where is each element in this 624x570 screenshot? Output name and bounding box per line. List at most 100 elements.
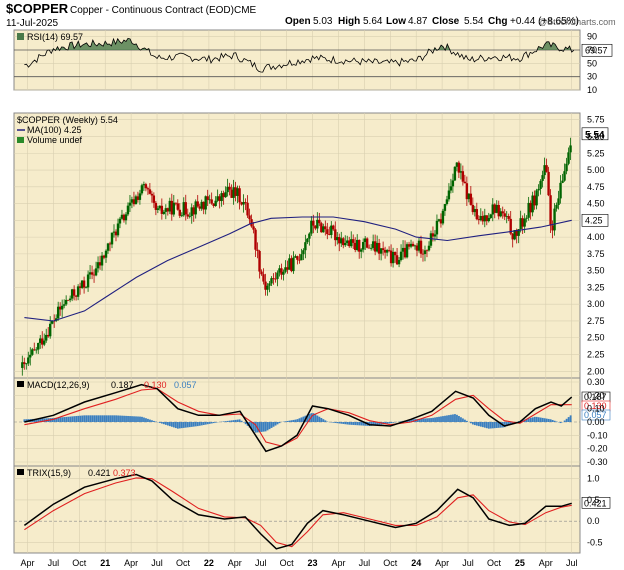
price-candle (226, 186, 229, 193)
price-candle (176, 203, 179, 210)
price-candle (39, 338, 42, 343)
macd-histogram-bar (143, 417, 145, 422)
macd-histogram-bar (135, 416, 137, 422)
price-candle (479, 215, 483, 221)
price-candle (156, 208, 160, 210)
macd-histogram-bar (200, 422, 203, 426)
price-candle (417, 240, 421, 251)
price-candle (220, 193, 223, 202)
price-candle (202, 201, 205, 210)
price-candle (98, 262, 102, 266)
price-candle (457, 162, 461, 173)
price-candle (92, 274, 96, 276)
price-y-tick: 3.50 (587, 266, 605, 276)
price-candle (244, 201, 247, 203)
price-candle (509, 218, 512, 234)
macd-histogram-bar (491, 422, 494, 429)
price-candle (565, 163, 568, 172)
price-candle (130, 199, 134, 203)
price-candle (549, 195, 552, 226)
price-candle (264, 281, 267, 290)
macd-histogram-bar (489, 422, 492, 429)
macd-histogram-bar (509, 422, 512, 425)
price-candle (399, 251, 403, 261)
macd-histogram-bar (97, 415, 100, 422)
price-candle (196, 201, 199, 207)
macd-histogram-bar (272, 422, 275, 427)
price-candle (33, 349, 36, 351)
macd-histogram-bar (69, 416, 72, 422)
macd-histogram-bar (428, 418, 430, 422)
macd-histogram-bar (442, 416, 444, 422)
x-tick-label: Apr (124, 558, 138, 568)
price-candle (493, 204, 496, 213)
price-candle (182, 202, 185, 216)
trix-line (23, 473, 572, 550)
macd-histogram-bar (262, 422, 265, 432)
macd-histogram-bar (260, 422, 263, 432)
macd-histogram-bar (438, 416, 440, 422)
macd-histogram-bar (388, 422, 391, 424)
macd-histogram-bar (190, 422, 193, 427)
macd-histogram-bar (270, 422, 273, 428)
price-candle (49, 323, 52, 337)
macd-histogram-bar (133, 416, 135, 422)
price-candle (108, 243, 112, 245)
macd-histogram-bar (119, 415, 121, 422)
price-candle (312, 220, 315, 226)
price-candle (439, 219, 443, 224)
price-legend-text: $COPPER (Weekly) 5.54 (17, 115, 118, 125)
price-candle (122, 214, 126, 221)
price-candle (553, 208, 556, 231)
macd-histogram-bar (55, 417, 58, 422)
price-candle (238, 188, 241, 203)
x-tick-label: Oct (176, 558, 191, 568)
price-candle (529, 202, 532, 213)
macd-histogram-bar (63, 417, 66, 422)
x-tick-label: Apr (20, 558, 34, 568)
close-label: Close (432, 16, 460, 27)
rsi-y-tick: 10 (587, 85, 597, 95)
price-candle (200, 201, 203, 209)
price-candle (443, 204, 447, 211)
macd-histogram-bar (481, 422, 484, 428)
macd-histogram-bar (454, 414, 456, 422)
price-candle (348, 240, 351, 247)
rsi-y-tick: 50 (587, 58, 597, 68)
price-candle (70, 289, 74, 299)
macd-histogram-bar (180, 422, 183, 429)
macd-histogram-bar (320, 417, 323, 422)
price-candle (174, 202, 177, 204)
macd-histogram-bar (53, 417, 56, 422)
macd-histogram-bar (178, 422, 181, 429)
price-candle (363, 238, 367, 243)
macd-histogram-bar (474, 422, 476, 426)
price-candle (282, 271, 285, 275)
price-candle (56, 306, 60, 319)
price-candle (110, 232, 114, 245)
macd-histogram-bar (342, 422, 345, 424)
price-candle (126, 205, 130, 215)
macd-histogram-bar (182, 422, 185, 428)
price-candle (429, 233, 433, 246)
trix-value-box (581, 497, 611, 509)
price-candle (27, 357, 30, 364)
macd-histogram-bar (354, 422, 357, 426)
macd-histogram-bar (75, 416, 78, 422)
price-y-tick: 4.75 (587, 182, 605, 192)
macd-histogram-bar (472, 422, 474, 425)
price-candle (140, 185, 144, 194)
x-tick-label: Oct (383, 558, 398, 568)
price-candle (25, 363, 28, 365)
price-candle (342, 238, 345, 246)
macd-histogram-bar (210, 422, 213, 424)
price-candle (449, 186, 453, 191)
trix-legend-trix: 0.421 (88, 468, 111, 478)
price-candle (310, 220, 313, 234)
ma100-line (24, 216, 572, 322)
macd-histogram-bar (358, 422, 361, 426)
price-candle (316, 219, 319, 229)
price-candle (64, 299, 68, 305)
macd-histogram-bar (276, 422, 279, 425)
price-candle (116, 223, 120, 236)
